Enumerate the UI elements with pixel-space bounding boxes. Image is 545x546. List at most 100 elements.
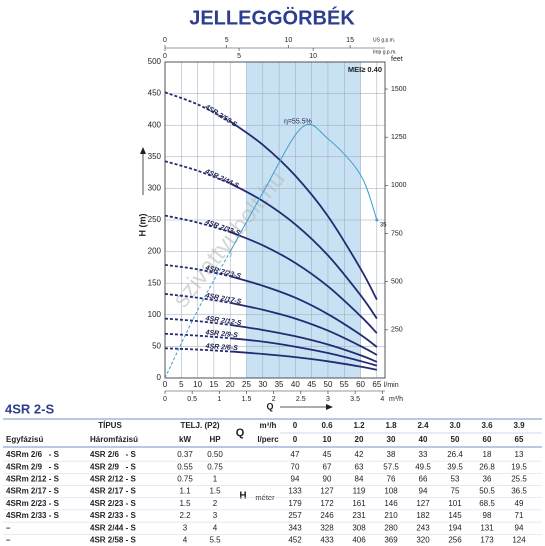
cell: 4SRm 2/6 - S [6, 450, 60, 459]
head-cell: 161 [352, 499, 366, 508]
cell: 2.2 [179, 511, 191, 520]
q-m3h: 3.9 [513, 421, 525, 430]
cell: 4SRm 2/17 - S [6, 487, 60, 496]
head-cell: 90 [323, 475, 332, 484]
y2-tick-label: 1250 [391, 134, 407, 141]
q-lmin: 0 [293, 435, 298, 444]
pump-curve [229, 231, 378, 334]
head-cell: 320 [416, 536, 430, 545]
head-cell: 25.5 [511, 475, 527, 484]
efficiency-label: η=55.5% [284, 118, 312, 125]
cell: 4 [183, 536, 188, 545]
pump-curve-dashed [164, 91, 231, 123]
x-tick-label: 60 [356, 380, 365, 389]
head-cell: 45 [323, 450, 332, 459]
pump-curve [229, 301, 378, 356]
head-cell: 308 [352, 523, 366, 532]
head-cell: 26.4 [447, 450, 463, 459]
x-tick-label: 10 [193, 380, 202, 389]
cell: 4SRm 2/33 - S [6, 511, 60, 520]
pump-curve [229, 275, 378, 348]
efficiency-curve-dashed [164, 251, 231, 379]
head-cell: 127 [320, 487, 334, 496]
y-tick-label: 50 [152, 342, 161, 351]
pump-curve-dashed [164, 214, 231, 233]
us-gpm-unit: US g.p.m. [373, 37, 395, 43]
us-gpm-tick-label: 15 [346, 37, 354, 44]
head-cell: 76 [387, 475, 396, 484]
q-lmin: 30 [387, 435, 396, 444]
m3h-tick-label: 3 [326, 396, 330, 403]
head-cell: 57.5 [383, 462, 399, 471]
head-cell: 369 [384, 536, 398, 545]
head-cell: 36 [483, 475, 492, 484]
table-header: TELJ. (P2) [180, 421, 219, 430]
pump-curve-dashed [164, 293, 231, 304]
head-cell: 33 [419, 450, 428, 459]
cell: 4SR 2/9 - S [90, 462, 136, 471]
m3h-unit: m³/h [389, 396, 403, 403]
x-tick-label: 25 [242, 380, 251, 389]
x-tick-label: 20 [226, 380, 235, 389]
head-cell: 13 [515, 450, 524, 459]
head-cell: 257 [288, 511, 302, 520]
y2-tick-label: 250 [391, 327, 403, 334]
cell: 1.1 [179, 487, 191, 496]
head-cell: 38 [387, 450, 396, 459]
head-cell: 70 [291, 462, 300, 471]
head-cell: 145 [448, 511, 462, 520]
pump-curve-dashed [164, 160, 231, 185]
head-cell: 179 [288, 499, 302, 508]
table-header: TÍPUS [98, 421, 122, 430]
head-cell: 343 [288, 523, 302, 532]
cell: 0.75 [177, 475, 193, 484]
m3h-tick-label: 2.5 [296, 396, 306, 403]
x-tick-label: 0 [163, 380, 168, 389]
m3h-tick-label: 1.5 [242, 396, 252, 403]
cell: 4SR 2/6 - S [90, 450, 136, 459]
mei-label: MEI≥ 0.40 [348, 65, 382, 74]
pump-curve [229, 120, 378, 301]
arrow-head [140, 147, 146, 154]
pump-curve-dashed [164, 263, 231, 278]
x-axis-label: Q [266, 401, 273, 411]
y-tick-label: 250 [148, 215, 162, 224]
pump-curve [229, 182, 378, 320]
table-header: m³/h [260, 421, 277, 430]
arrow-head [326, 404, 333, 410]
head-cell: 75 [451, 487, 460, 496]
head-cell: 18 [483, 450, 492, 459]
efficiency-end-label: 35 [380, 223, 387, 229]
cell: 2 [213, 499, 218, 508]
q-lmin: 20 [355, 435, 364, 444]
cell: 4SR 2/33 - S [90, 511, 136, 520]
head-cell: 119 [353, 487, 366, 496]
head-cell: 98 [483, 511, 492, 520]
head-cell: 63 [355, 462, 364, 471]
m3h-tick-label: 4 [380, 396, 384, 403]
table-header: kW [179, 435, 191, 444]
head-cell: 36.5 [511, 487, 527, 496]
head-cell: 406 [352, 536, 366, 545]
head-cell: 246 [320, 511, 334, 520]
y2-tick-label: 1500 [391, 86, 407, 93]
y2-label: feet [391, 56, 403, 63]
cell: 1 [213, 475, 218, 484]
cell: 4SR 2/58 - S [90, 536, 136, 545]
table-header: l/perc [257, 435, 279, 444]
head-cell: 26.8 [479, 462, 495, 471]
cell: 4SR 2/23 - S [90, 499, 136, 508]
curve-label: 4SR 2/12-S [204, 315, 242, 327]
table-heading: 4SR 2-S [5, 401, 54, 416]
cell: 4 [213, 523, 218, 532]
cell: 5.5 [209, 536, 221, 545]
head-cell: 50.5 [479, 487, 495, 496]
head-cell: 256 [448, 536, 462, 545]
q-m3h: 3.0 [449, 421, 461, 430]
y-tick-label: 0 [157, 373, 162, 382]
head-cell: 452 [288, 536, 302, 545]
cell: 4SRm 2/12 - S [6, 475, 60, 484]
y-tick-label: 150 [148, 278, 162, 287]
cell: 0.55 [177, 462, 193, 471]
pump-curve-dashed [164, 347, 231, 353]
